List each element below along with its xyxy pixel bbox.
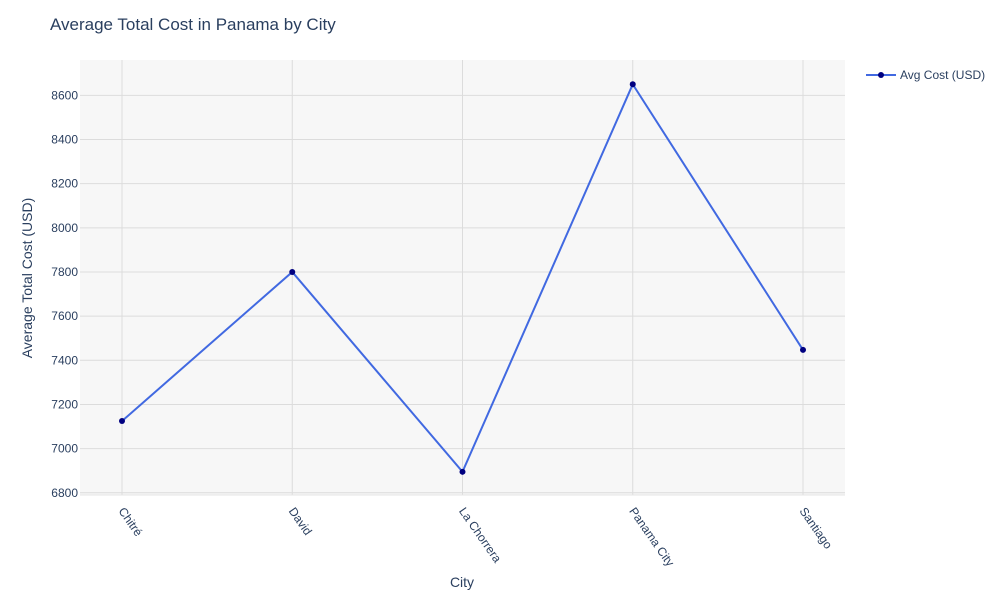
- y-tick-label: 7200: [51, 397, 78, 411]
- x-tick-label: Chitré: [116, 505, 146, 540]
- y-axis-ticks: 6800 7000 7200 7400 7600 7800 8000 8200 8400 8600: [51, 88, 78, 499]
- x-axis-title: City: [450, 574, 474, 590]
- x-axis-ticks: Chitré David La Chorrera Panama City Santiag…: [116, 505, 836, 569]
- y-tick-label: 8400: [51, 132, 78, 146]
- x-tick-label: Panama City: [626, 505, 677, 569]
- data-point[interactable]: [629, 81, 636, 88]
- x-tick-label: David: [286, 505, 315, 538]
- y-tick-label: 6800: [51, 486, 78, 500]
- y-tick-label: 7000: [51, 442, 78, 456]
- y-tick-label: 8000: [51, 221, 78, 235]
- y-tick-label: 8600: [51, 88, 78, 102]
- y-axis-title: Average Total Cost (USD): [19, 198, 35, 359]
- series-layer: [119, 81, 806, 475]
- y-tick-label: 8200: [51, 177, 78, 191]
- y-tick-label: 7400: [51, 353, 78, 367]
- data-point[interactable]: [289, 268, 296, 275]
- legend-label: Avg Cost (USD): [900, 68, 985, 82]
- y-tick-label: 7800: [51, 265, 78, 279]
- legend-marker-swatch: [878, 72, 884, 78]
- x-tick-label: Santiago: [797, 505, 836, 552]
- legend[interactable]: Avg Cost (USD): [866, 68, 985, 82]
- x-tick-label: La Chorrera: [456, 505, 504, 566]
- y-tick-label: 7600: [51, 309, 78, 323]
- data-point[interactable]: [119, 418, 125, 425]
- data-point[interactable]: [800, 346, 806, 353]
- chart-title: Average Total Cost in Panama by City: [50, 15, 336, 34]
- data-point[interactable]: [459, 468, 466, 475]
